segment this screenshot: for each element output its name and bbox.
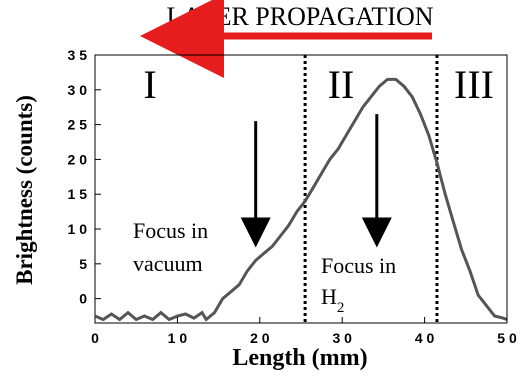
- annotation-focus-h2-line-1: Focus in: [321, 253, 396, 278]
- y-tick-label: 2 5: [68, 117, 88, 133]
- chart-title: LASER PROPAGATION: [166, 2, 433, 31]
- x-tick-label: 5 0: [497, 330, 517, 346]
- y-tick-label: 2 0: [68, 151, 88, 167]
- x-tick-label: 4 0: [415, 330, 435, 346]
- x-tick-label: 2 0: [250, 330, 270, 346]
- y-tick-label: 1 0: [68, 221, 88, 237]
- y-axis-label: Brightness (counts): [12, 95, 37, 285]
- x-axis-label: Length (mm): [232, 345, 367, 371]
- annotation-focus-vacuum-line-2: vacuum: [133, 251, 203, 276]
- annotation-focus-h2-line-2: H2: [321, 284, 344, 316]
- annotation-focus-h2-subscript: 2: [337, 300, 345, 316]
- region-label-ii: II: [328, 62, 355, 107]
- plot-frame: [94, 54, 508, 324]
- y-tick-label: 0: [79, 291, 87, 307]
- x-tick-label: 1 0: [168, 330, 188, 346]
- region-label-i: I: [143, 62, 156, 107]
- region-label-iii: III: [454, 62, 494, 107]
- y-tick-label: 3 0: [68, 82, 88, 98]
- annotation-focus-vacuum-line-1: Focus in: [133, 218, 208, 243]
- y-tick-label: 1 5: [68, 186, 88, 202]
- x-tick-label: 0: [91, 330, 99, 346]
- series-line: [94, 77, 508, 322]
- x-tick-label: 3 0: [332, 330, 352, 346]
- y-tick-label: 3 5: [68, 47, 88, 63]
- annotation-focus-h2-h: H: [321, 284, 337, 309]
- y-tick-label: 5: [79, 256, 87, 272]
